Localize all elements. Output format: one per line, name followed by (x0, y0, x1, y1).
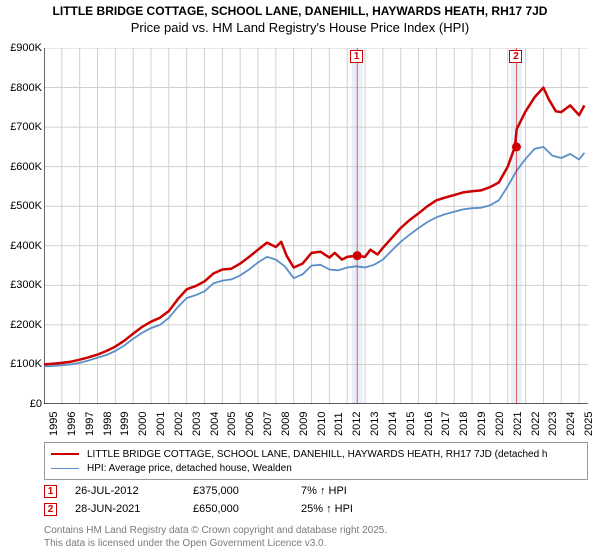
sale-price-2: £650,000 (193, 503, 283, 515)
sales-table: 1 26-JUL-2012 £375,000 7% ↑ HPI 2 28-JUN… (44, 482, 353, 518)
legend-swatch-price-paid (51, 453, 79, 455)
ytick-label: £600K (10, 161, 42, 173)
chart-plot-area (44, 48, 588, 404)
xtick-label: 2020 (494, 412, 506, 436)
xtick-label: 2008 (280, 412, 292, 436)
xtick-label: 2011 (333, 412, 345, 436)
sale-flag: 1 (350, 50, 363, 63)
xtick-label: 2021 (512, 412, 524, 436)
xtick-label: 2019 (476, 412, 488, 436)
ytick-label: £900K (10, 42, 42, 54)
chart-title: LITTLE BRIDGE COTTAGE, SCHOOL LANE, DANE… (8, 4, 592, 20)
xtick-label: 2024 (565, 412, 577, 436)
legend-label-price-paid: LITTLE BRIDGE COTTAGE, SCHOOL LANE, DANE… (87, 449, 548, 460)
xtick-label: 2025 (583, 412, 595, 436)
footer-line-1: Contains HM Land Registry data © Crown c… (44, 524, 387, 537)
ytick-label: £700K (10, 121, 42, 133)
xtick-label: 1998 (102, 412, 114, 436)
xtick-label: 1997 (84, 412, 96, 436)
xtick-label: 2007 (262, 412, 274, 436)
xtick-label: 2022 (530, 412, 542, 436)
xtick-label: 2017 (440, 412, 452, 436)
xtick-label: 2014 (387, 412, 399, 436)
xtick-label: 2006 (244, 412, 256, 436)
xtick-label: 2012 (351, 412, 363, 436)
legend-swatch-hpi (51, 468, 79, 469)
xtick-label: 2000 (137, 412, 149, 436)
chart-svg (44, 48, 588, 404)
ytick-label: £100K (10, 358, 42, 370)
xtick-label: 1999 (119, 412, 131, 436)
xtick-label: 1995 (48, 412, 60, 436)
ytick-label: £400K (10, 240, 42, 252)
sale-delta-2: 25% ↑ HPI (301, 503, 353, 515)
sale-marker-2: 2 (44, 503, 57, 516)
xtick-label: 2003 (191, 412, 203, 436)
ytick-label: £300K (10, 279, 42, 291)
ytick-label: £200K (10, 319, 42, 331)
legend: LITTLE BRIDGE COTTAGE, SCHOOL LANE, DANE… (44, 442, 588, 480)
xtick-label: 2010 (316, 412, 328, 436)
chart-subtitle: Price paid vs. HM Land Registry's House … (8, 20, 592, 37)
sale-date-2: 28-JUN-2021 (75, 503, 175, 515)
footer: Contains HM Land Registry data © Crown c… (44, 524, 387, 550)
sale-row-2: 2 28-JUN-2021 £650,000 25% ↑ HPI (44, 500, 353, 518)
xtick-label: 2004 (209, 412, 221, 436)
sale-delta-1: 7% ↑ HPI (301, 485, 347, 497)
xtick-label: 2009 (298, 412, 310, 436)
legend-row-hpi: HPI: Average price, detached house, Weal… (51, 461, 581, 475)
sale-flag: 2 (509, 50, 522, 63)
footer-line-2: This data is licensed under the Open Gov… (44, 537, 387, 550)
sale-row-1: 1 26-JUL-2012 £375,000 7% ↑ HPI (44, 482, 353, 500)
xtick-label: 2005 (226, 412, 238, 436)
ytick-label: £500K (10, 200, 42, 212)
ytick-label: £0 (30, 398, 42, 410)
sale-date-1: 26-JUL-2012 (75, 485, 175, 497)
xtick-label: 2016 (423, 412, 435, 436)
xtick-label: 2018 (458, 412, 470, 436)
xtick-label: 2023 (547, 412, 559, 436)
sale-price-1: £375,000 (193, 485, 283, 497)
sale-marker-1: 1 (44, 485, 57, 498)
xtick-label: 1996 (66, 412, 78, 436)
ytick-label: £800K (10, 82, 42, 94)
legend-row-price-paid: LITTLE BRIDGE COTTAGE, SCHOOL LANE, DANE… (51, 447, 581, 461)
xtick-label: 2001 (155, 412, 167, 436)
legend-label-hpi: HPI: Average price, detached house, Weal… (87, 463, 292, 474)
xtick-label: 2015 (405, 412, 417, 436)
xtick-label: 2013 (369, 412, 381, 436)
chart-container: LITTLE BRIDGE COTTAGE, SCHOOL LANE, DANE… (0, 0, 600, 560)
xtick-label: 2002 (173, 412, 185, 436)
title-block: LITTLE BRIDGE COTTAGE, SCHOOL LANE, DANE… (0, 0, 600, 38)
